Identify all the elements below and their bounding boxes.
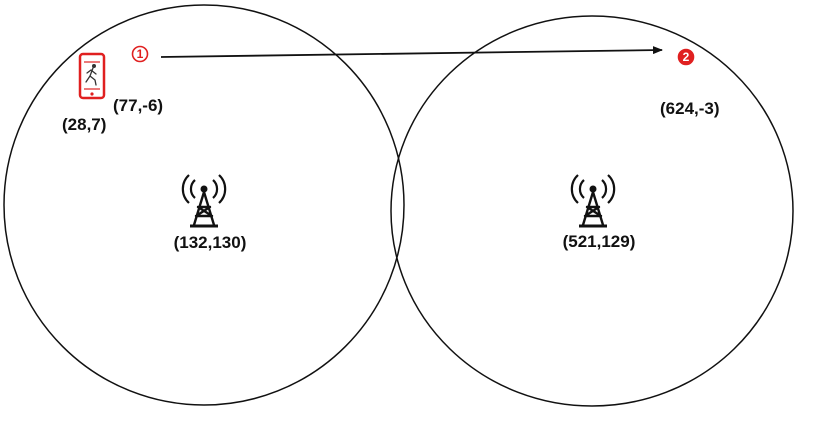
cell-coverage-2 [390,15,794,407]
waypoint-1-marker: 1 [131,45,149,63]
device-coord-label: (28,7) [62,115,106,134]
phone-walking-person-icon [78,52,106,100]
cell-tower-1-icon [181,174,227,228]
cell-2-coord-label: (521,129) [563,232,636,251]
waypoint-2-number: 2 [683,50,690,64]
cell-coverage-1 [3,4,405,406]
cell-tower-2-icon [570,174,616,228]
waypoint-1-coord-label: (77,-6) [113,96,163,115]
waypoint-2-coord-label: (624,-3) [660,99,720,118]
waypoint-1-number: 1 [137,47,144,61]
cell-1-coord-label: (132,130) [174,233,247,252]
movement-arrow-icon [160,46,663,58]
waypoint-2-marker: 2 [677,48,695,66]
